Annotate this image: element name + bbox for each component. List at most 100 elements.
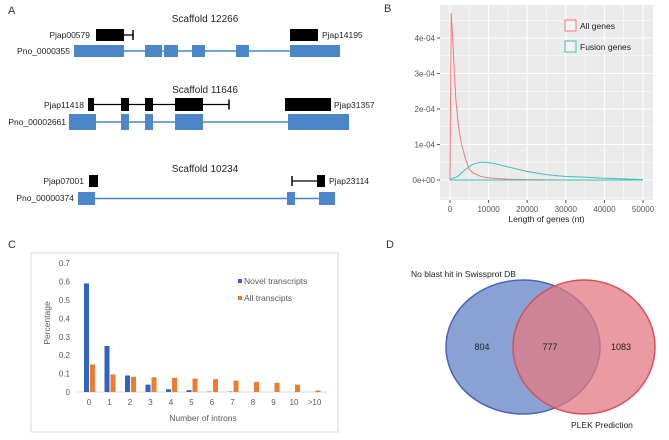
x-tick-label: 30000: [555, 205, 578, 214]
pjap-exon: [145, 98, 153, 111]
legend-label: All genes: [580, 21, 615, 31]
legend-label: All transcipts: [244, 293, 292, 303]
x-tick-label: 4: [169, 398, 174, 407]
y-tick-label: 0: [66, 388, 71, 397]
x-tick-label: 0: [87, 398, 92, 407]
transcript-exon: [319, 192, 335, 205]
y-tick-label: 0.6: [59, 278, 71, 287]
venn-count-intersection: 777: [542, 342, 557, 352]
y-tick-label: 2e-04: [415, 105, 436, 114]
right-gene-label: Pjap14195: [322, 30, 363, 40]
bar-novel-transcripts: [166, 389, 171, 392]
bar-novel-transcripts: [145, 384, 151, 392]
scaffold-title: Scaffold 10234: [172, 164, 239, 175]
x-tick-label: 50000: [632, 205, 655, 214]
bar-all-transcripts: [131, 376, 136, 392]
x-tick-label: 10000: [477, 205, 500, 214]
venn-label-plek: PLEK Prediction: [571, 420, 633, 430]
bar-novel-transcripts: [186, 390, 192, 392]
panel-label-b: B: [384, 3, 391, 15]
bar-all-transcripts: [295, 384, 300, 392]
panel-label-a: A: [8, 5, 16, 17]
x-tick-label: 0: [448, 205, 453, 214]
x-tick-label: 1: [107, 398, 112, 407]
venn-count-swissprot-only: 804: [474, 342, 489, 352]
y-tick-label: 4e-04: [415, 34, 436, 43]
x-tick-label: 2: [128, 398, 133, 407]
bar-all-transcripts: [274, 382, 280, 392]
y-tick-label: 0.7: [59, 259, 71, 268]
y-tick-label: 0.2: [59, 351, 71, 360]
x-tick-label: 3: [148, 398, 153, 407]
transcript-label: Pno_0000355: [17, 46, 70, 56]
transcript-exon: [145, 114, 153, 130]
y-tick-label: 0.3: [59, 333, 71, 342]
transcript-exon: [69, 114, 96, 130]
transcript-label: Pno_00002661: [8, 117, 66, 127]
transcript-exon: [145, 45, 162, 57]
pjap-exon: [175, 98, 203, 111]
transcript-exon: [287, 192, 295, 205]
pjap-exon: [89, 175, 98, 187]
x-tick-label: >10: [308, 398, 322, 407]
gene-structure-panel: Scaffold 12266 Pjap00579 Pjap14195 Pno_0000…: [8, 14, 375, 205]
venn-circle-plek: [512, 279, 656, 415]
scaffold-title: Scaffold 11646: [172, 85, 238, 96]
intron-bar-chart: 0 0.1 0.2 0.3 0.4 0.5 0.6 0.7 0 1 2 3 4 5 6 7 8 9 10 >10 Num…: [30, 252, 339, 433]
pjap-exon: [317, 175, 325, 187]
x-tick-label: 7: [230, 398, 235, 407]
legend-label: Novel transcripts: [244, 276, 307, 286]
bar-all-transcripts: [172, 377, 177, 392]
x-tick-label: 9: [271, 398, 276, 407]
bar-all-transcripts: [90, 364, 95, 392]
transcript-exon: [164, 45, 178, 57]
y-tick-label: 3e-04: [415, 70, 436, 79]
pjap-exon: [285, 98, 331, 111]
right-gene-label: Pjap31357: [334, 100, 375, 110]
transcript-exon: [290, 45, 340, 57]
x-tick-label: 6: [210, 398, 215, 407]
legend-swatch: [564, 19, 577, 32]
bar-all-transcripts: [233, 380, 239, 392]
x-tick-label: 8: [251, 398, 256, 407]
legend-swatch: [238, 279, 242, 283]
x-tick-label: 10: [290, 398, 299, 407]
venn-count-plek-only: 1083: [611, 342, 631, 352]
right-gene-label: Pjap23114: [329, 176, 369, 186]
transcript-exon: [74, 45, 124, 57]
y-tick-label: 0e+00: [413, 176, 436, 185]
x-tick-label: 40000: [593, 205, 616, 214]
transcript-exon: [175, 114, 203, 130]
venn-diagram: No blast hit in Swissprot DB PLEK Predict…: [411, 269, 656, 430]
left-gene-label: Pjap00579: [49, 30, 90, 40]
transcript-exon: [288, 114, 349, 130]
venn-label-swissprot: No blast hit in Swissprot DB: [411, 269, 516, 279]
bar-novel-transcripts: [104, 346, 110, 392]
bar-all-transcripts: [254, 381, 259, 392]
x-axis-label: Length of genes (nt): [508, 214, 584, 224]
pjap-exon: [121, 98, 129, 111]
bar-novel-transcripts: [125, 375, 130, 392]
y-axis-label: Percentage: [42, 301, 52, 345]
bar-all-transcripts: [151, 377, 157, 392]
transcript-exon: [236, 45, 249, 57]
transcript-exon: [78, 192, 95, 205]
y-tick-label: 0.1: [59, 370, 71, 379]
bar-all-transcripts: [315, 390, 321, 392]
x-tick-label: 5: [189, 398, 194, 407]
transcript-label: Pno_00000374: [16, 193, 74, 203]
gene-structure-0: Scaffold 12266 Pjap00579 Pjap14195 Pno_0000…: [17, 14, 363, 57]
scaffold-title: Scaffold 12266: [172, 14, 239, 25]
legend-swatch: [238, 296, 242, 300]
left-gene-label: Pjap07001: [43, 176, 84, 186]
panel-label-d: D: [386, 239, 394, 251]
pjap-exon: [290, 29, 318, 41]
series-line-all-genes: [449, 13, 643, 181]
bar-all-transcripts: [192, 378, 198, 392]
left-gene-label: Pjap11418: [44, 100, 84, 110]
legend-swatch: [564, 40, 577, 53]
gene-structure-2: Scaffold 10234 Pjap07001 Pjap23114 Pno_0000…: [16, 164, 369, 205]
y-tick-label: 1e-04: [415, 141, 436, 150]
density-chart: 0e+00 1e-04 2e-04 3e-04 4e-04 0 10000 20000 3000…: [413, 5, 655, 224]
